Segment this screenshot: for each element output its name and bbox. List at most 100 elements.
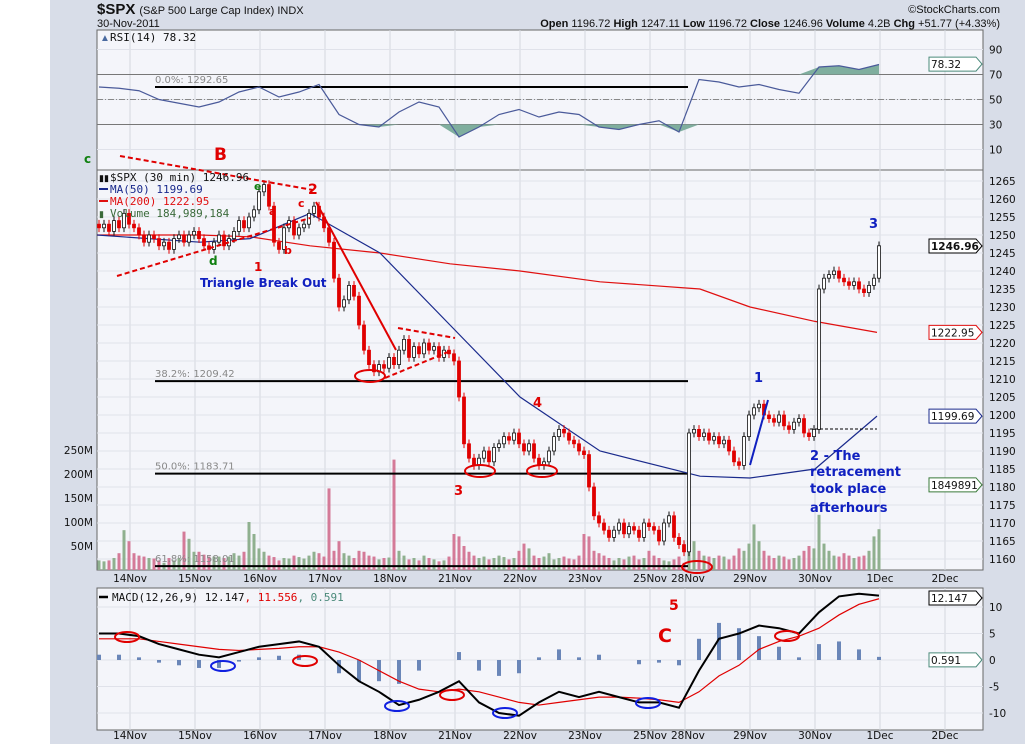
candle-body [757, 403, 761, 409]
candle-body [717, 436, 721, 445]
volume-bar [422, 555, 426, 570]
volume-bar [462, 546, 466, 570]
candle-body [127, 212, 131, 225]
candle-body [177, 234, 181, 239]
trendline-blue [749, 399, 769, 466]
macd-x-tick-label: 29Nov [733, 730, 767, 742]
x-tick-label: 14Nov [113, 573, 147, 585]
macd-tick-label: 5 [989, 629, 996, 641]
candle-body [117, 220, 121, 229]
annotation-retracement-l3: took place [810, 482, 886, 497]
candle-body [462, 396, 466, 445]
volume-tick-label: 50M [71, 541, 93, 553]
annotation-1-blue: 1 [754, 371, 763, 386]
candle-body [412, 346, 416, 358]
macd-histogram-bar [697, 638, 701, 660]
volume-bar [112, 558, 116, 570]
candle-body [372, 364, 376, 373]
volume-bar [217, 556, 221, 570]
close-badge: 1246.96 [928, 238, 983, 254]
candle-body [797, 418, 801, 423]
price-tick-label: 1265 [989, 176, 1016, 188]
volume-bar [567, 558, 571, 570]
candle-body [767, 414, 771, 419]
chg-value: +51.77 (+4.33%) [918, 18, 1000, 30]
price-ellipse [464, 464, 496, 478]
candle-body [577, 443, 581, 452]
candle-body [637, 529, 641, 538]
macd-hist-badge: 0.591 [928, 652, 983, 668]
price-tick-label: 1220 [989, 338, 1016, 350]
macd-tick-label: 0 [989, 655, 996, 667]
price-tick-label: 1195 [989, 428, 1016, 440]
volume-bar [282, 558, 286, 570]
volume-tick-label: 100M [64, 517, 93, 529]
volume-bar [872, 536, 876, 570]
candle-body [702, 432, 706, 437]
candle-body [357, 295, 361, 326]
candle-body [197, 230, 201, 239]
price-panel [96, 169, 984, 571]
candle-body [827, 274, 831, 279]
candle-body [587, 454, 591, 488]
volume-bar [327, 488, 331, 570]
price-tick-label: 1200 [989, 410, 1016, 422]
candle-body [452, 353, 456, 362]
volume-bar [307, 555, 311, 570]
candle-body [172, 238, 176, 250]
volume-bar [502, 557, 506, 570]
candle-body [512, 432, 516, 441]
price-tick-label: 1260 [989, 194, 1016, 206]
volume-bar [452, 534, 456, 570]
price-tick-label: 1165 [989, 536, 1016, 548]
low-label: Low [683, 18, 705, 30]
volume-bar [637, 559, 641, 570]
rsi-tick-label: 90 [989, 45, 1002, 57]
candle-body [562, 428, 566, 434]
x-tick-label: 22Nov [503, 573, 537, 585]
candle-body [382, 364, 386, 369]
volume-bar [342, 553, 346, 570]
candle-body [607, 529, 611, 538]
candle-body [547, 450, 551, 463]
volume-bar [812, 548, 816, 570]
macd-ellipse [210, 660, 236, 672]
volume-bar [317, 553, 321, 570]
candle-body [852, 281, 856, 286]
macd-ellipse [439, 689, 465, 701]
candle-body [787, 425, 791, 430]
macd-histogram-bar [757, 636, 761, 660]
candle-body [662, 522, 666, 542]
candle-body [737, 461, 741, 466]
watermark: ©StockCharts.com [908, 4, 1000, 16]
volume-bar [787, 559, 791, 570]
low-value: 1196.72 [708, 18, 747, 30]
high-value: 1247.11 [641, 18, 680, 30]
gridlines [97, 30, 983, 730]
ma200-badge-text: 1222.95 [931, 327, 974, 339]
candle-body [862, 288, 866, 293]
candle-body [522, 443, 526, 452]
candle-body [492, 446, 496, 463]
volume-bar [582, 534, 586, 570]
candle-body [132, 223, 136, 229]
volume-bar [492, 558, 496, 570]
volume-bar [202, 554, 206, 570]
candle-body [752, 407, 756, 416]
candle-body [157, 238, 161, 247]
price-legend: $SPX (30 min) 1246.96 [110, 171, 249, 184]
price-tick-label: 1230 [989, 302, 1016, 314]
volume-bar [367, 555, 371, 570]
volume-bar [332, 550, 336, 570]
price-tick-label: 1255 [989, 212, 1016, 224]
annotations: B c 2 e a c b 1 d Triangle Break Out 4 3… [84, 145, 901, 647]
volume-bar [402, 555, 406, 570]
macd-legend: MACD(12,26,9) 12.147, 11.556, 0.591 [112, 591, 344, 604]
open-value: 1196.72 [571, 18, 610, 30]
volume-bar [757, 541, 761, 570]
volume-bar [152, 558, 156, 570]
price-ellipse [354, 369, 386, 383]
volume-bar [587, 536, 591, 570]
macd-histogram-bar [597, 654, 601, 660]
